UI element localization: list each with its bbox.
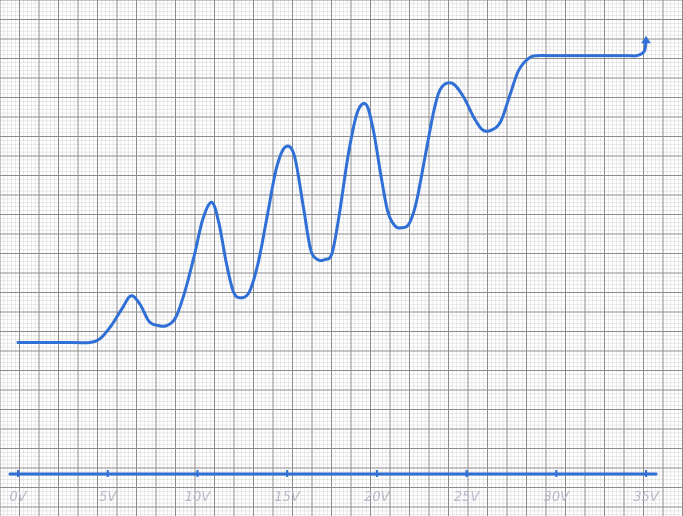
x-tick-label: 25V: [454, 490, 481, 505]
series-arrowhead: [641, 35, 651, 44]
series-line: [16, 39, 648, 345]
x-axis-ticks: [17, 470, 647, 477]
x-tick-label: 30V: [544, 490, 571, 505]
x-tick-label: 20V: [364, 490, 391, 505]
x-tick-label: 5V: [99, 490, 117, 505]
x-tick-label: 0V: [9, 490, 27, 505]
x-tick-label: 10V: [185, 490, 212, 505]
x-tick-label: 15V: [274, 490, 301, 505]
x-tick-label: 35V: [633, 490, 660, 505]
series-layer: [16, 35, 651, 345]
x-axis-tick-labels: 0V 5V 10V 15V 20V 25V 30V 35V: [9, 490, 659, 505]
